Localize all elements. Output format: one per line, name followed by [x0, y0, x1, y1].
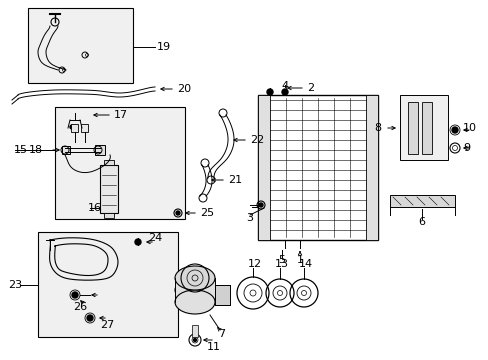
Text: 6: 6 [417, 217, 424, 227]
Ellipse shape [175, 278, 215, 302]
Bar [38, 232, 178, 337]
Circle shape [266, 89, 272, 95]
Circle shape [193, 338, 196, 342]
Text: 3: 3 [245, 213, 252, 223]
Text: 10: 10 [462, 123, 476, 133]
Bar [100, 165, 118, 213]
Bar [421, 102, 431, 154]
Bar [28, 8, 133, 83]
Bar [407, 102, 417, 154]
Text: 16: 16 [88, 203, 102, 213]
Text: 25: 25 [200, 208, 214, 218]
Bar [104, 213, 114, 218]
Bar [62, 146, 70, 154]
Circle shape [259, 203, 263, 207]
Ellipse shape [175, 290, 215, 314]
Text: 9: 9 [462, 143, 469, 153]
Text: 11: 11 [206, 342, 221, 352]
Circle shape [451, 127, 457, 133]
Text: 21: 21 [227, 175, 242, 185]
Circle shape [87, 315, 93, 321]
Text: 14: 14 [298, 259, 312, 269]
Text: 22: 22 [249, 135, 264, 145]
Text: 12: 12 [247, 259, 262, 269]
Bar [399, 95, 447, 160]
Bar [81, 124, 88, 132]
Text: 5: 5 [278, 255, 285, 265]
Text: 26: 26 [73, 302, 87, 312]
Bar [365, 95, 377, 240]
Text: 8: 8 [373, 123, 380, 133]
Text: 18: 18 [29, 145, 43, 155]
Text: 20: 20 [177, 84, 191, 94]
Bar [258, 95, 269, 240]
Text: 23: 23 [8, 280, 22, 290]
Text: 19: 19 [157, 42, 171, 52]
Text: 13: 13 [274, 259, 288, 269]
Circle shape [176, 211, 180, 215]
Bar [55, 107, 184, 219]
Ellipse shape [175, 266, 215, 290]
Circle shape [282, 89, 287, 95]
Circle shape [135, 239, 141, 245]
Text: 17: 17 [114, 110, 128, 120]
Text: 4: 4 [281, 81, 287, 91]
Text: 1: 1 [296, 255, 304, 265]
Text: 2: 2 [306, 83, 313, 93]
Circle shape [70, 125, 74, 129]
Bar [104, 160, 114, 165]
Bar [95, 145, 105, 155]
Bar [71, 124, 78, 132]
Text: 7: 7 [218, 329, 224, 339]
Bar [175, 278, 215, 302]
Bar [215, 285, 229, 305]
Circle shape [72, 292, 78, 298]
Text: 15: 15 [14, 145, 28, 155]
Text: 27: 27 [100, 320, 114, 330]
Text: 24: 24 [148, 233, 162, 243]
Bar [389, 195, 454, 207]
Bar [192, 325, 198, 337]
Bar [258, 95, 377, 240]
